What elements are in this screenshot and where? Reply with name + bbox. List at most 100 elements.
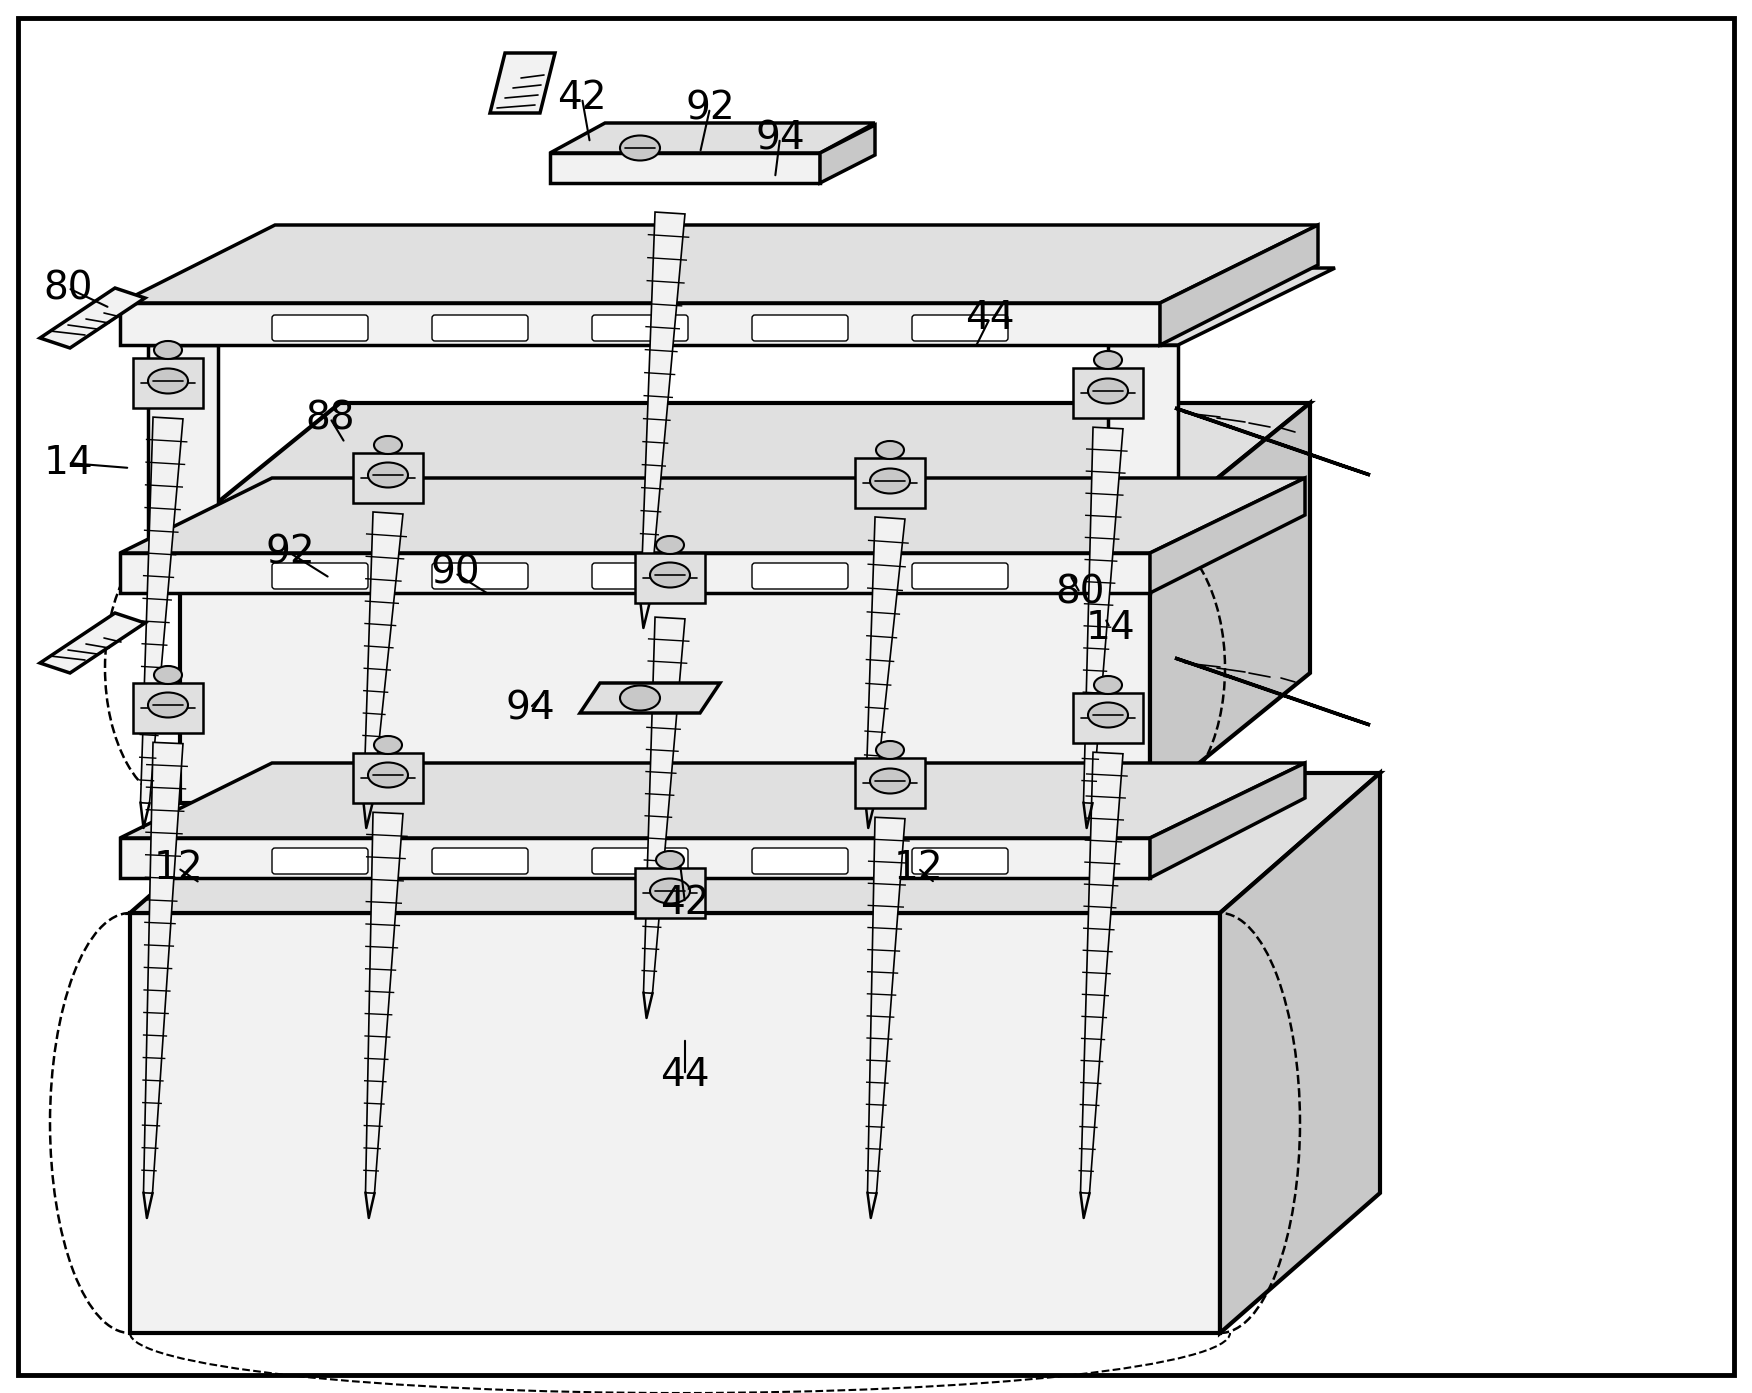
Polygon shape — [1176, 408, 1370, 475]
Polygon shape — [1072, 692, 1142, 742]
Ellipse shape — [368, 762, 408, 787]
Ellipse shape — [154, 666, 182, 684]
Polygon shape — [180, 534, 1149, 802]
Polygon shape — [119, 478, 1305, 553]
Text: 12: 12 — [894, 848, 943, 887]
Text: 44: 44 — [965, 299, 1014, 337]
Polygon shape — [119, 226, 1318, 304]
FancyBboxPatch shape — [272, 848, 368, 873]
Polygon shape — [1149, 478, 1305, 593]
Text: 94: 94 — [755, 118, 804, 157]
Ellipse shape — [876, 442, 904, 460]
Text: 12: 12 — [152, 848, 203, 887]
Ellipse shape — [650, 879, 690, 904]
Ellipse shape — [655, 536, 683, 554]
Polygon shape — [1149, 763, 1305, 878]
Text: 44: 44 — [661, 1056, 710, 1094]
FancyBboxPatch shape — [752, 315, 848, 341]
Polygon shape — [1219, 773, 1381, 1333]
Ellipse shape — [373, 436, 401, 454]
Polygon shape — [641, 212, 685, 603]
Polygon shape — [634, 868, 704, 918]
Ellipse shape — [1093, 676, 1121, 694]
Text: 14: 14 — [44, 444, 93, 482]
Polygon shape — [130, 912, 1219, 1333]
Text: 14: 14 — [1084, 609, 1135, 646]
FancyBboxPatch shape — [433, 315, 527, 341]
Ellipse shape — [368, 462, 408, 488]
Polygon shape — [130, 773, 1381, 912]
Polygon shape — [1107, 267, 1335, 345]
Polygon shape — [180, 403, 1310, 534]
FancyBboxPatch shape — [913, 848, 1007, 873]
Polygon shape — [352, 754, 422, 802]
FancyBboxPatch shape — [592, 563, 689, 589]
Ellipse shape — [154, 341, 182, 359]
FancyBboxPatch shape — [752, 563, 848, 589]
Polygon shape — [1160, 226, 1318, 345]
Polygon shape — [147, 308, 272, 345]
Ellipse shape — [871, 769, 909, 794]
Polygon shape — [147, 345, 217, 553]
Text: 92: 92 — [685, 89, 734, 127]
Polygon shape — [1072, 368, 1142, 418]
Text: 88: 88 — [305, 398, 354, 437]
Polygon shape — [491, 53, 555, 113]
Ellipse shape — [1088, 702, 1128, 727]
Polygon shape — [133, 358, 203, 408]
Polygon shape — [643, 617, 685, 993]
FancyBboxPatch shape — [433, 848, 527, 873]
Text: 90: 90 — [431, 554, 480, 592]
Polygon shape — [865, 517, 906, 804]
FancyBboxPatch shape — [913, 563, 1007, 589]
Text: 92: 92 — [265, 534, 315, 573]
Ellipse shape — [620, 135, 661, 160]
Text: 42: 42 — [661, 885, 710, 922]
Ellipse shape — [650, 563, 690, 588]
Polygon shape — [855, 758, 925, 808]
Polygon shape — [119, 304, 1160, 345]
Polygon shape — [352, 453, 422, 503]
Polygon shape — [855, 458, 925, 508]
FancyBboxPatch shape — [272, 315, 368, 341]
Polygon shape — [133, 683, 203, 733]
Text: 80: 80 — [1055, 574, 1106, 612]
Ellipse shape — [147, 369, 187, 393]
FancyBboxPatch shape — [913, 315, 1007, 341]
Text: 80: 80 — [44, 269, 93, 306]
Ellipse shape — [1093, 351, 1121, 369]
Polygon shape — [119, 839, 1149, 878]
Ellipse shape — [147, 692, 187, 717]
Polygon shape — [1149, 403, 1310, 802]
Ellipse shape — [876, 741, 904, 759]
Text: 42: 42 — [557, 79, 606, 117]
Ellipse shape — [1088, 379, 1128, 404]
Polygon shape — [119, 763, 1305, 839]
Polygon shape — [820, 125, 874, 182]
FancyBboxPatch shape — [752, 848, 848, 873]
FancyBboxPatch shape — [592, 315, 689, 341]
Polygon shape — [1107, 345, 1177, 553]
Polygon shape — [1081, 752, 1123, 1194]
FancyBboxPatch shape — [592, 848, 689, 873]
Ellipse shape — [871, 468, 909, 493]
Polygon shape — [40, 613, 145, 673]
FancyBboxPatch shape — [272, 563, 368, 589]
Polygon shape — [1176, 657, 1370, 724]
Text: 94: 94 — [505, 690, 555, 727]
Polygon shape — [1083, 428, 1123, 804]
Polygon shape — [550, 153, 820, 182]
Polygon shape — [40, 288, 145, 348]
Polygon shape — [634, 553, 704, 603]
Ellipse shape — [620, 685, 661, 710]
Polygon shape — [363, 513, 403, 804]
Polygon shape — [144, 742, 182, 1194]
Polygon shape — [580, 683, 720, 713]
FancyBboxPatch shape — [433, 563, 527, 589]
Polygon shape — [867, 818, 906, 1194]
Polygon shape — [550, 123, 874, 153]
Polygon shape — [366, 812, 403, 1194]
Ellipse shape — [373, 736, 401, 754]
Ellipse shape — [655, 851, 683, 869]
Polygon shape — [119, 553, 1149, 593]
